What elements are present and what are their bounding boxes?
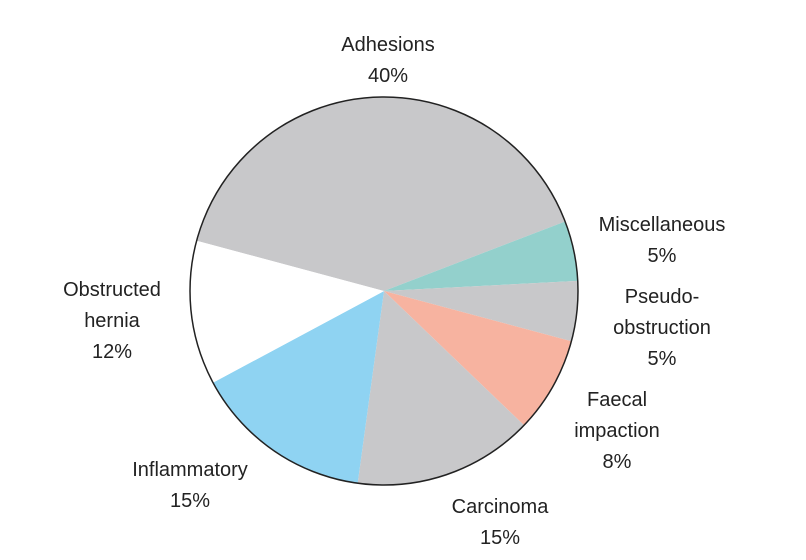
slice-label: Inflammatory 15% [100, 455, 280, 517]
value-label: 5% [647, 245, 677, 267]
slice-label: Miscellaneous 5% [572, 210, 752, 272]
value-label: 5% [647, 348, 677, 370]
category-label: Obstructed hernia [63, 279, 161, 332]
value-label: 15% [169, 490, 211, 512]
category-label: Pseudo-obstruction [613, 286, 711, 339]
category-label: Inflammatory [132, 459, 248, 481]
value-label: 15% [479, 527, 521, 549]
category-label: Faecal impaction [574, 389, 660, 442]
pie-outline [189, 96, 579, 486]
pie-slice [384, 221, 578, 291]
slice-label: Obstructed hernia 12% [52, 275, 172, 368]
value-label: 12% [91, 341, 133, 363]
category-label: Miscellaneous [598, 214, 726, 236]
slice-label: Pseudo-obstruction 5% [597, 282, 727, 375]
pie-slice [190, 240, 384, 383]
slice-label: Faecal impaction 8% [557, 385, 677, 478]
slice-label: Adhesions 40% [298, 30, 478, 92]
category-label: Adhesions [341, 34, 435, 56]
value-label: 8% [602, 451, 632, 473]
pie-slice [196, 96, 566, 291]
pie-slice [357, 291, 525, 485]
value-label: 40% [367, 65, 409, 87]
category-label: Carcinoma [451, 496, 549, 518]
pie-slice [384, 291, 572, 426]
pie-slice [213, 291, 384, 484]
slice-label: Carcinoma 15% [420, 492, 580, 554]
pie-slice [384, 280, 578, 342]
